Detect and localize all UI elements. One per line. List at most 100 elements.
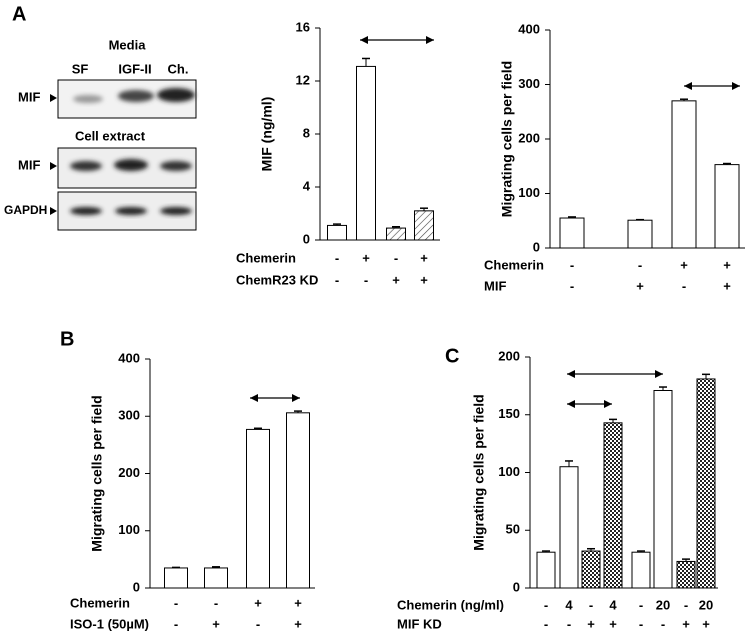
band [160,207,192,215]
row-label: GAPDH [4,203,47,217]
condition-label: ChemR23 KD [236,272,318,287]
y-tick-label: 400 [518,21,540,36]
row-label: MIF [18,89,40,104]
condition-value: + [723,278,731,293]
condition-value: 4 [609,597,617,612]
y-tick-label: 0 [133,579,140,594]
condition-value: + [609,616,617,631]
condition-value: - [570,257,574,272]
y-tick-label: 4 [303,178,311,193]
bar [581,550,601,589]
y-tick-label: 50 [506,522,520,537]
band [160,161,192,171]
condition-label: MIF KD [397,616,442,631]
bar [386,227,406,241]
condition-value: - [174,616,178,631]
media-label: Media [109,37,147,52]
condition-value: - [638,257,642,272]
condition-value: 4 [565,597,573,612]
y-tick-label: 12 [296,72,310,87]
condition-value: - [364,272,368,287]
bar [714,164,740,249]
y-tick-label: 0 [513,579,520,594]
condition-value: + [392,272,400,287]
arrowhead [360,36,368,44]
y-tick-label: 200 [518,130,540,145]
band [157,88,195,102]
western-blot: A Media SF IGF-II Ch. MIF Cell extract M… [4,3,197,231]
condition-value: - [567,616,571,631]
y-tick-label: 300 [518,76,540,91]
y-tick-label: 100 [498,464,520,479]
bar [696,378,716,589]
bar [676,560,696,589]
arrowhead [50,94,57,102]
band [70,207,102,215]
condition-value: + [294,616,302,631]
y-tick-label: 400 [118,350,140,365]
condition-label: Chemerin [70,595,130,610]
arrowhead [604,400,612,408]
bar [414,210,434,241]
condition-value: + [680,257,688,272]
y-tick-label: 150 [498,406,520,421]
bar [536,551,556,589]
bar [286,412,310,589]
arrowhead [567,370,575,378]
bar [246,428,270,589]
lane-label: Ch. [168,61,189,76]
panel-label: C [445,345,459,367]
arrowhead [50,162,57,170]
condition-value: + [587,616,595,631]
band [114,159,148,171]
condition-value: - [684,597,688,612]
bar [356,65,376,241]
y-tick-label: 16 [296,19,310,34]
condition-value: - [174,595,178,610]
y-tick-label: 200 [498,348,520,363]
y-axis-label: Migrating cells per field [471,394,487,550]
section-label: Cell extract [75,128,146,143]
lane-label: SF [72,61,89,76]
condition-value: - [639,597,643,612]
condition-value: - [661,616,665,631]
condition-label: Chemerin (ng/ml) [397,597,504,612]
condition-value: + [212,616,220,631]
condition-value: - [639,616,643,631]
bar [164,567,188,589]
band [115,207,147,215]
condition-value: - [544,597,548,612]
condition-value: + [682,616,690,631]
condition-value: + [294,595,302,610]
condition-value: - [214,595,218,610]
condition-value: + [254,595,262,610]
band [118,90,154,102]
bar [559,217,585,249]
y-axis-label: Migrating cells per field [499,61,515,217]
y-tick-label: 8 [303,125,310,140]
y-tick-label: 0 [303,231,310,246]
condition-value: 20 [699,597,713,612]
y-axis-label: Migrating cells per field [89,395,105,551]
condition-value: - [394,250,398,265]
condition-value: - [544,616,548,631]
bar [603,422,623,589]
bar [631,551,651,589]
band [70,161,102,171]
condition-value: 20 [656,597,670,612]
arrowhead [567,400,575,408]
condition-value: + [636,278,644,293]
arrowhead [684,82,692,90]
bar [653,389,673,589]
y-tick-label: 300 [118,408,140,423]
y-tick-label: 0 [533,239,540,254]
condition-value: - [256,616,260,631]
condition-label: Chemerin [236,250,296,265]
condition-value: + [420,250,428,265]
condition-value: - [335,250,339,265]
bar [204,567,228,589]
condition-value: - [570,278,574,293]
arrowhead [655,370,663,378]
condition-value: + [723,257,731,272]
